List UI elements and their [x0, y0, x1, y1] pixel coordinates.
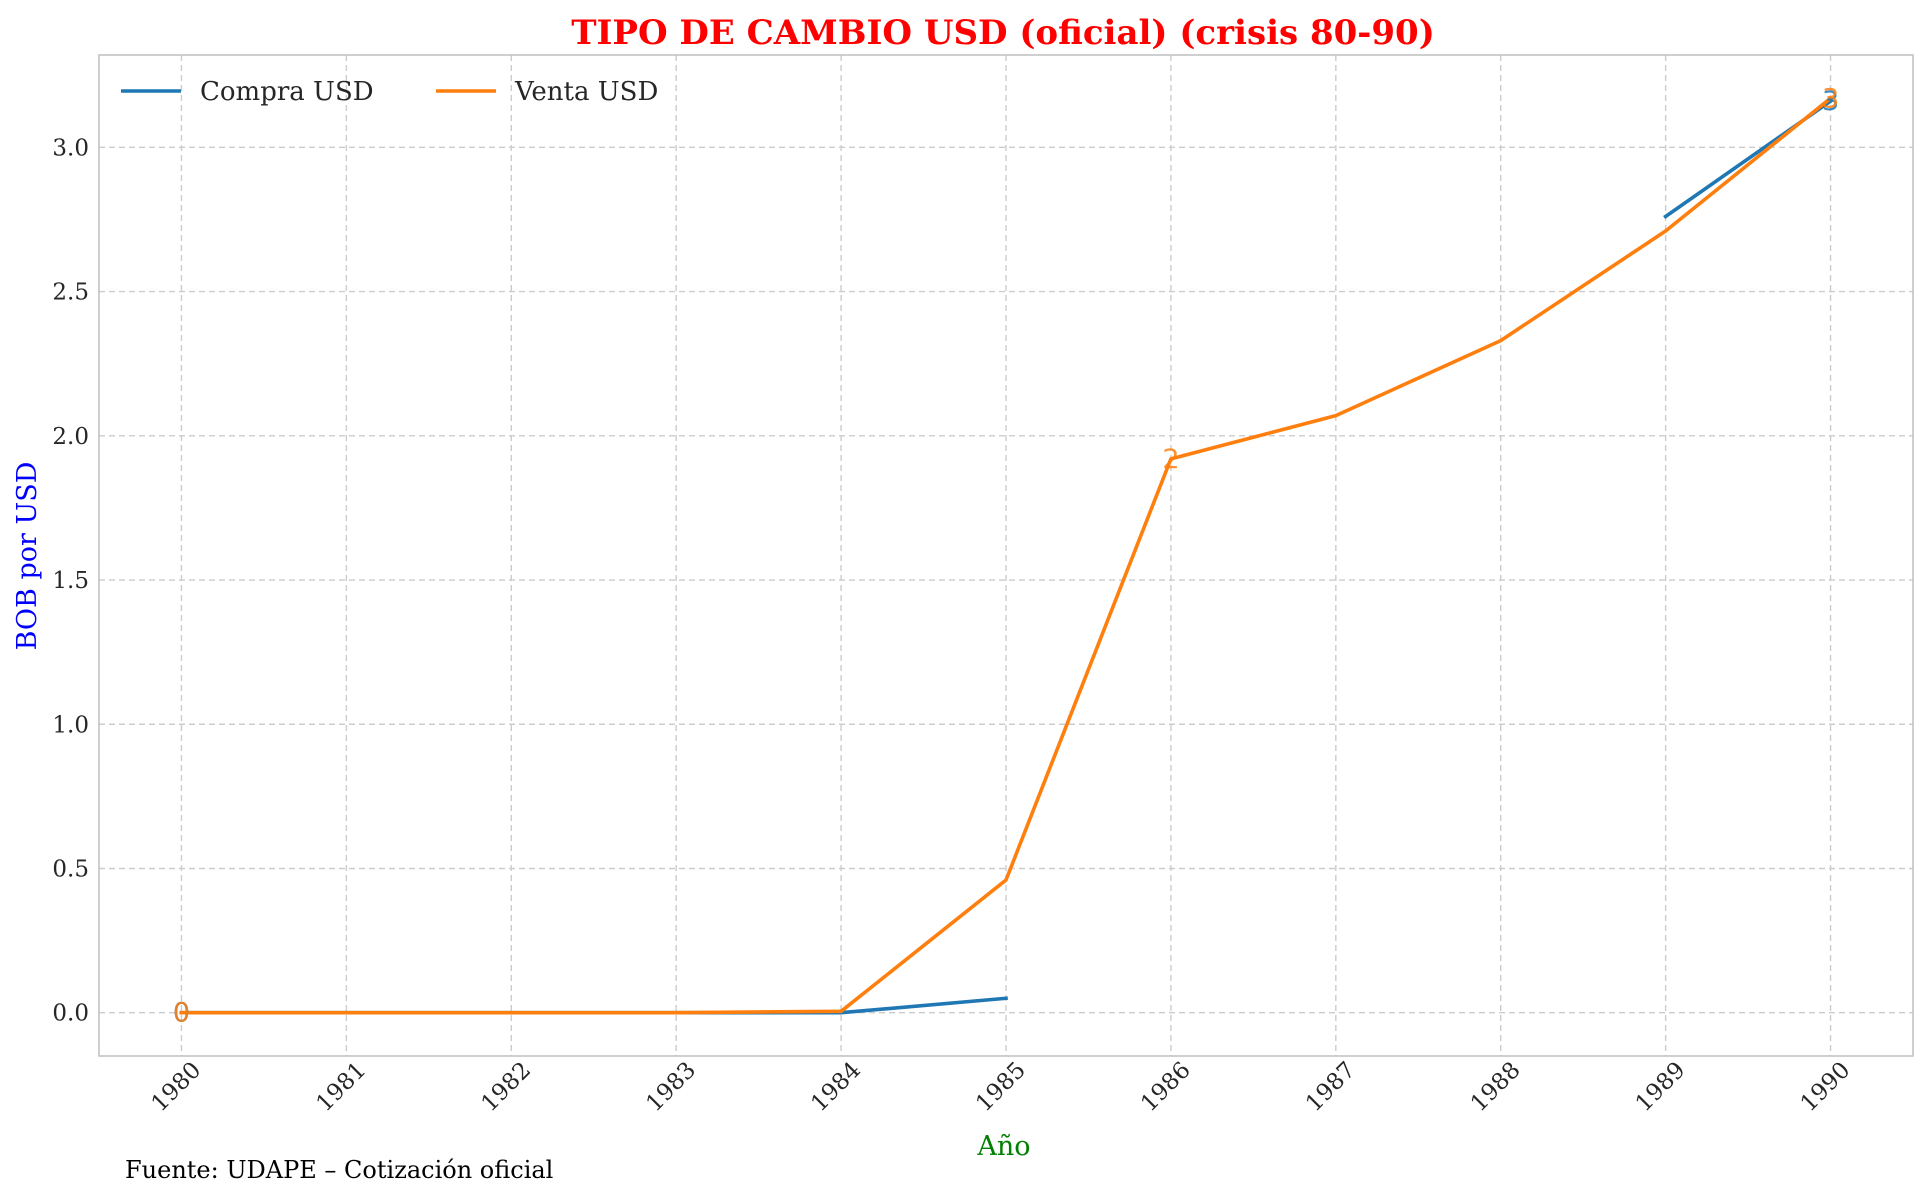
legend: Compra USD Venta USD [121, 77, 658, 107]
source-note: Fuente: UDAPE – Cotización oficial [125, 1156, 553, 1184]
point-label: 3 [1822, 86, 1839, 117]
legend-label-venta: Venta USD [514, 77, 658, 107]
point-label: 0 [173, 998, 190, 1029]
x-axis-label: Año [976, 1131, 1030, 1162]
point-label: 3 [1822, 83, 1839, 114]
y-tick-label: 1.0 [52, 712, 89, 738]
legend-label-compra: Compra USD [200, 77, 374, 107]
y-tick-label: 0.5 [52, 856, 89, 882]
plot-frame [98, 54, 1914, 1057]
grid [99, 55, 1913, 1056]
point-label: 0 [173, 998, 190, 1029]
series-lines [179, 95, 1834, 1015]
y-tick-label: 0.0 [52, 1001, 89, 1027]
series-line-venta [179, 95, 1834, 1015]
y-tick-label: 3.0 [52, 135, 89, 161]
chart-title: TIPO DE CAMBIO USD (oficial) (crisis 80-… [571, 13, 1435, 53]
y-tick-label: 1.5 [52, 568, 89, 594]
y-axis-label: BOB por USD [12, 462, 43, 651]
y-tick-label: 2.0 [52, 424, 89, 450]
y-tick-label: 2.5 [52, 280, 89, 306]
point-label: 2 [1162, 444, 1179, 475]
y-axis-ticks: 0.0 0.5 1.0 1.5 2.0 2.5 3.0 [52, 135, 89, 1026]
